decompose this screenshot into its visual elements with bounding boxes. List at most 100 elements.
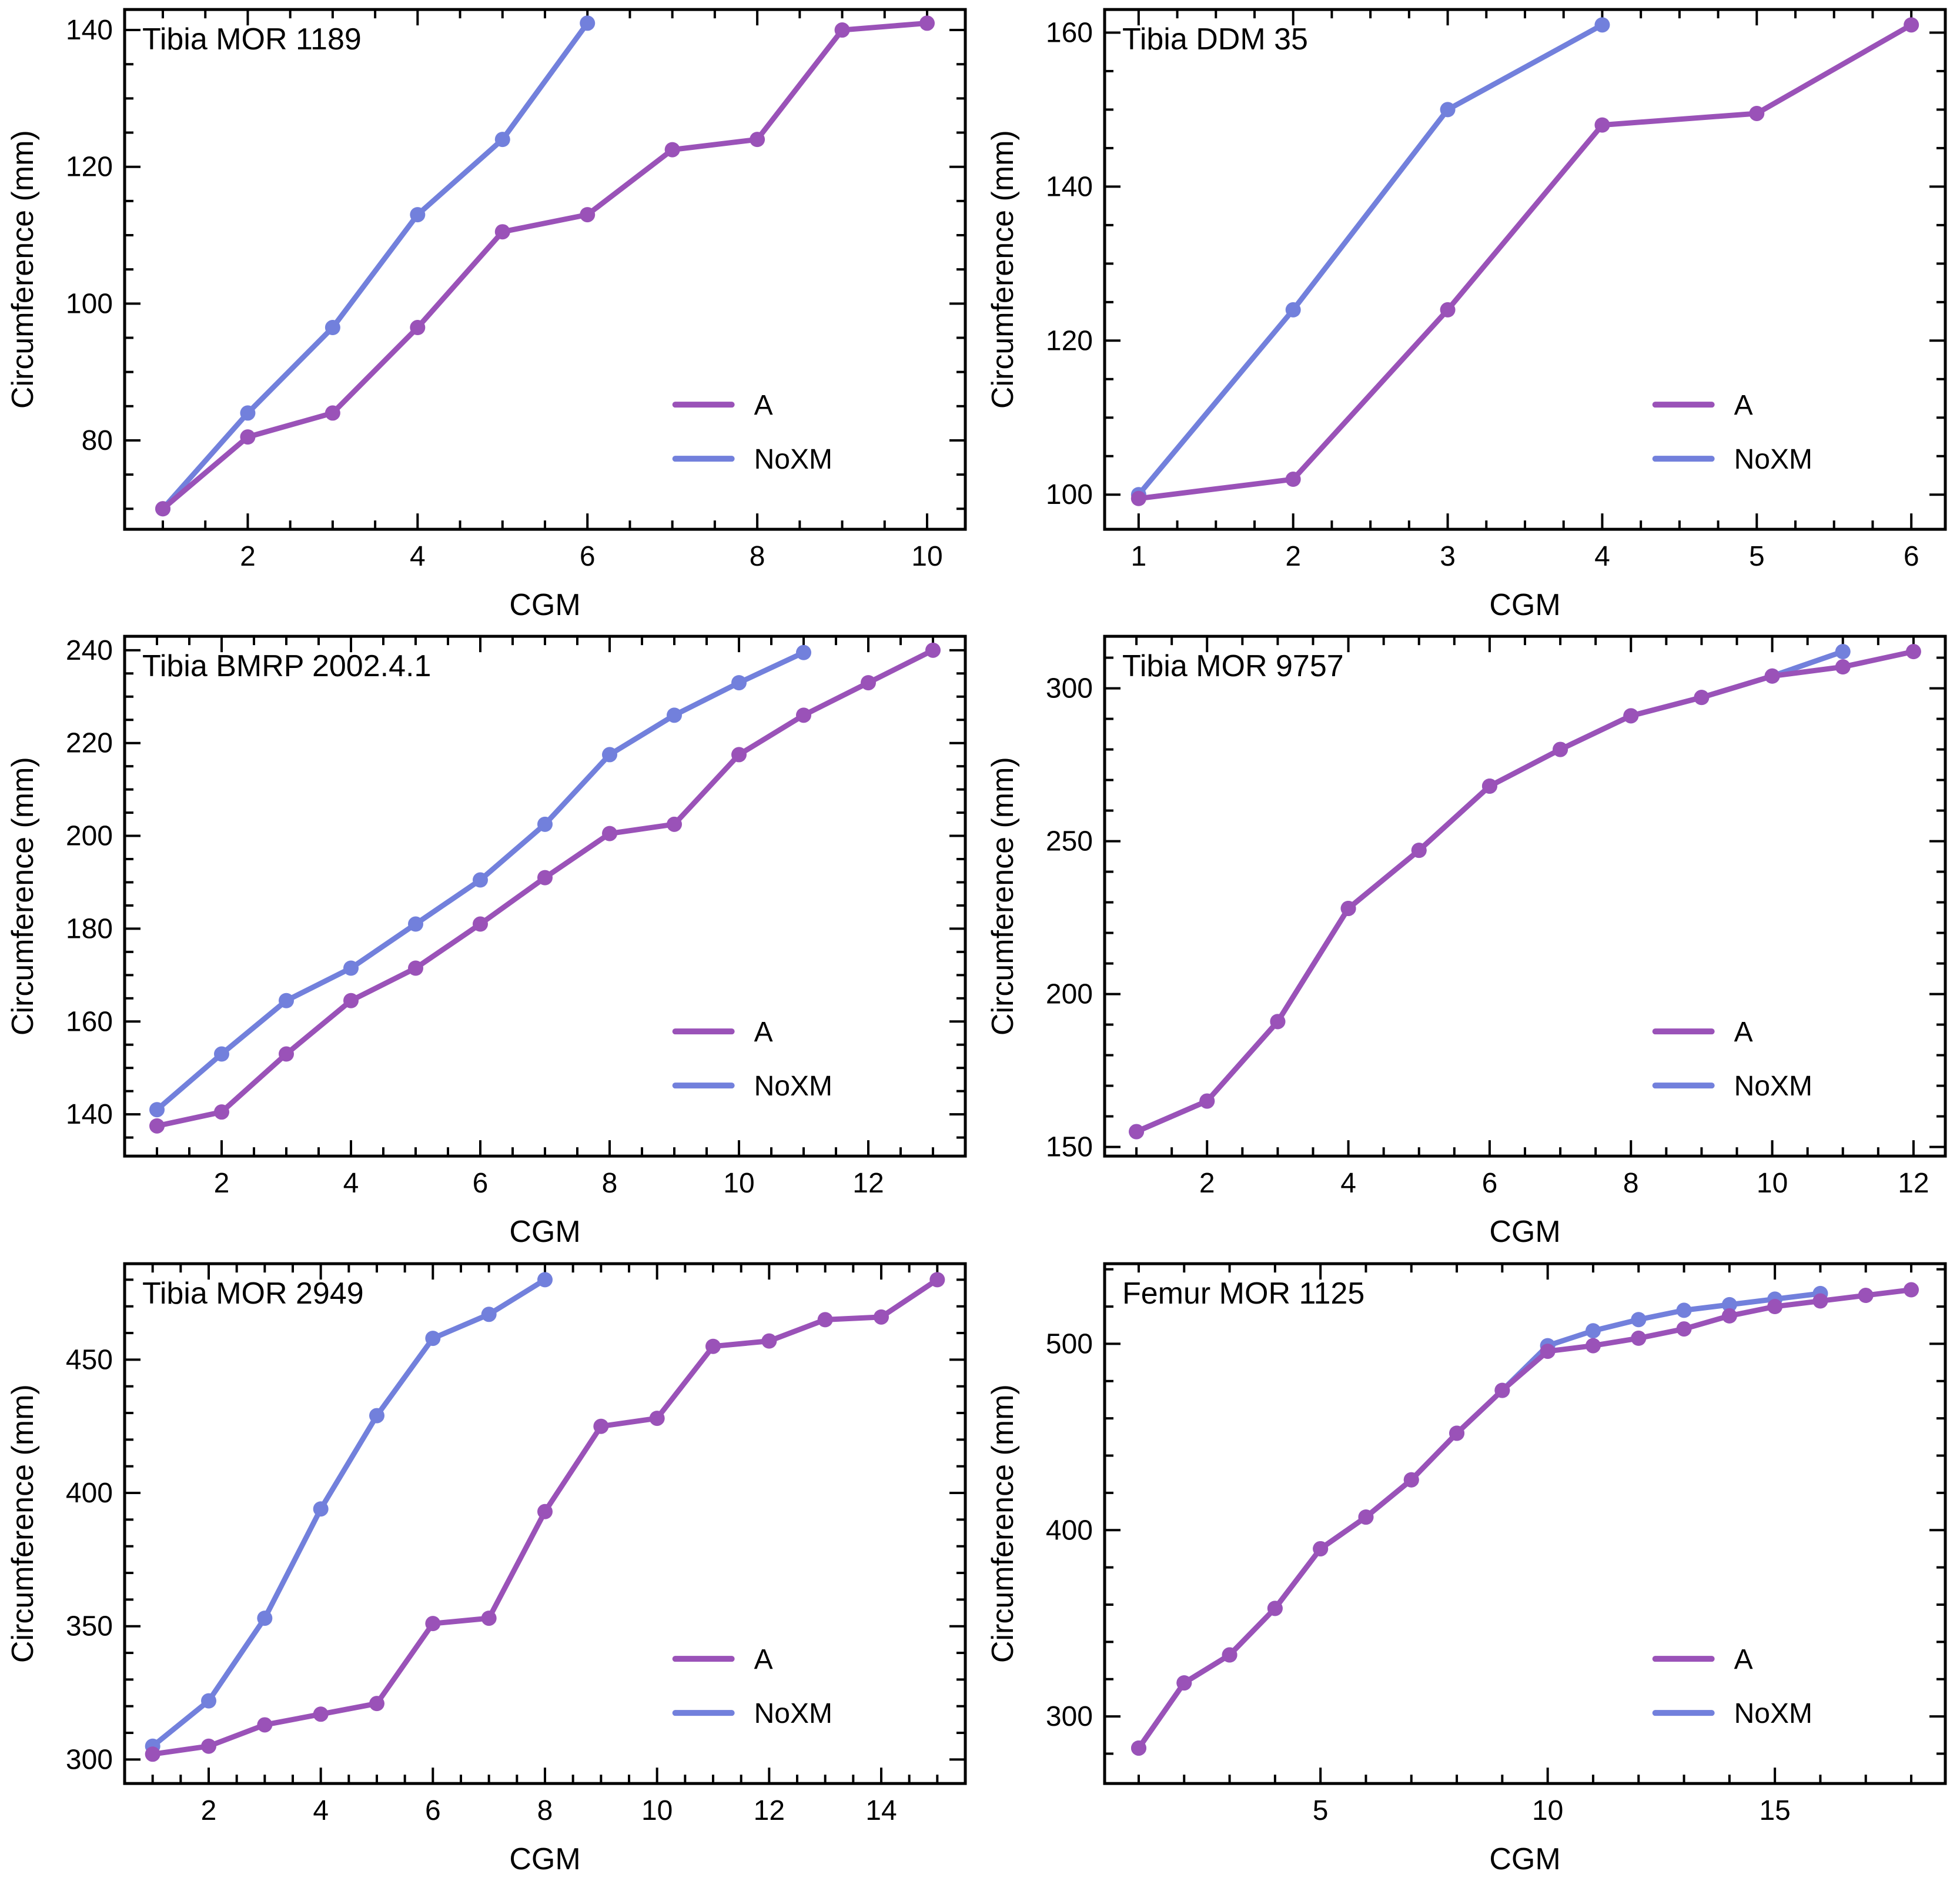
legend: A NoXM [1652, 390, 1812, 475]
x-tick-label: 15 [1759, 1795, 1790, 1826]
legend: A NoXM [1652, 1017, 1812, 1102]
legend: A NoXM [672, 390, 832, 475]
legend-label-noxm: NoXM [1734, 1071, 1812, 1102]
series-line-a [1136, 22, 1914, 502]
x-tick-label: 2 [1199, 1168, 1215, 1199]
data-point-noxm [343, 960, 359, 976]
y-tick-label: 400 [66, 1478, 113, 1509]
data-point-a [1858, 1287, 1874, 1303]
legend-label-a: A [754, 1644, 773, 1675]
data-point-a [593, 1418, 609, 1434]
legend-label-noxm: NoXM [1734, 444, 1812, 475]
data-point-a [408, 960, 423, 976]
data-point-a [1440, 302, 1456, 318]
x-tick-label: 6 [1482, 1168, 1498, 1199]
panel-title: Tibia DDM 35 [1122, 22, 1308, 56]
data-point-a [664, 142, 680, 158]
x-tick-label: 10 [1532, 1795, 1563, 1826]
x-axis-label: CGM [509, 1842, 580, 1876]
y-axis-label: Circumference (mm) [6, 1384, 40, 1663]
data-point-a [1721, 1308, 1737, 1324]
data-point-a [705, 1338, 721, 1354]
data-point-a [602, 826, 617, 841]
x-tick-label: 2 [240, 541, 256, 572]
y-axis-label: Circumference (mm) [6, 130, 40, 409]
legend-label-noxm: NoXM [754, 444, 832, 475]
y-axis-label: Circumference (mm) [986, 1384, 1020, 1663]
y-tick-label: 300 [1046, 1701, 1093, 1732]
x-axis-label: CGM [509, 1215, 580, 1249]
y-tick-label: 150 [1046, 1132, 1093, 1163]
data-point-noxm [369, 1408, 384, 1424]
data-point-a [343, 993, 359, 1009]
data-point-noxm [425, 1330, 441, 1346]
data-point-a [1904, 1282, 1919, 1298]
y-tick-label: 100 [66, 288, 113, 319]
y-tick-label: 500 [1046, 1328, 1093, 1359]
data-point-a [1623, 708, 1639, 724]
y-tick-label: 220 [66, 728, 113, 759]
data-point-a [240, 429, 256, 445]
data-point-a [369, 1695, 384, 1711]
x-tick-label: 6 [580, 541, 596, 572]
series-markers-a [145, 1272, 945, 1762]
data-point-a [1835, 659, 1851, 675]
y-tick-label: 300 [1046, 673, 1093, 704]
data-point-noxm [279, 993, 294, 1009]
series-line-noxm [1136, 1291, 1823, 1751]
data-point-a [537, 870, 553, 886]
x-axis-label: CGM [509, 588, 580, 622]
x-tick-label: 5 [1749, 541, 1765, 572]
x-tick-label: 1 [1130, 541, 1146, 572]
series-line-a [1136, 1287, 1914, 1751]
chart-svg: 2 4 6 8 10 80 100 120 140 Tibia MOR 1189 CGM Circum… [6, 8, 967, 622]
x-tick-label: 4 [410, 541, 426, 572]
data-point-a [537, 1504, 553, 1519]
legend: A NoXM [1652, 1644, 1812, 1729]
axis-ticks [1105, 1263, 1945, 1783]
x-tick-label: 4 [1340, 1168, 1356, 1199]
plot-frame [1103, 1262, 1947, 1785]
legend: A NoXM [672, 1017, 832, 1102]
data-point-a [473, 916, 488, 932]
data-point-a [214, 1104, 229, 1120]
data-point-a [325, 405, 340, 421]
chart-panel-tibia-mor-2949: 2 4 6 8 10 12 14 300 350 400 450 Tibia MOR 2949 CGM C… [0, 1254, 980, 1881]
y-axis-label: Circumference (mm) [986, 757, 1020, 1036]
data-point-a [731, 747, 747, 763]
data-point-noxm [481, 1306, 497, 1322]
legend: A NoXM [672, 1644, 832, 1729]
data-point-a [1904, 17, 1919, 33]
data-point-noxm [1585, 1322, 1601, 1338]
series-line-noxm [1136, 22, 1605, 497]
x-tick-label: 10 [641, 1795, 673, 1826]
panel-title: Tibia MOR 9757 [1122, 649, 1344, 683]
data-point-a [1676, 1321, 1692, 1337]
data-point-a [817, 1312, 833, 1328]
data-point-a [1764, 669, 1780, 684]
x-tick-label: 2 [1285, 541, 1301, 572]
data-point-a [1267, 1600, 1283, 1616]
data-point-noxm [473, 872, 488, 888]
data-point-noxm [214, 1046, 229, 1062]
y-tick-label: 200 [1046, 979, 1093, 1010]
chart-panel-tibia-mor-9757: 2 4 6 8 10 12 150 200 250 300 Tibia MOR 9757 CGM Cir… [980, 627, 1960, 1254]
series-markers-a [1130, 17, 1919, 506]
x-tick-label: 12 [754, 1795, 785, 1826]
legend-label-noxm: NoXM [1734, 1698, 1812, 1729]
series-line-a [160, 20, 930, 512]
data-point-noxm [796, 645, 811, 661]
data-point-noxm [1440, 102, 1456, 118]
data-point-a [1449, 1425, 1465, 1441]
data-point-noxm [580, 15, 596, 31]
data-point-noxm [313, 1501, 329, 1516]
x-tick-label: 3 [1440, 541, 1456, 572]
data-point-a [834, 22, 850, 38]
data-point-noxm [602, 747, 617, 763]
x-tick-label: 10 [723, 1168, 754, 1199]
series-markers-noxm [145, 1272, 553, 1754]
series-line-noxm [150, 1277, 548, 1749]
axis-ticks [1105, 9, 1945, 530]
axis-ticks [1105, 636, 1945, 1157]
